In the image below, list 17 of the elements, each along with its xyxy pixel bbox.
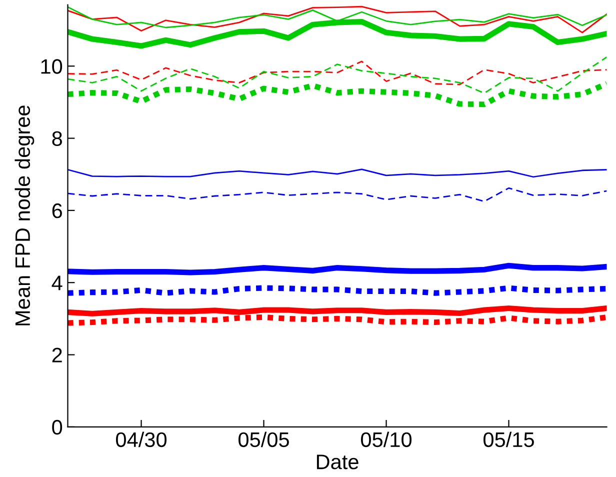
y-tick-label: 6: [52, 203, 62, 218]
x-tick-label: 05/05: [238, 432, 289, 448]
line-series: [68, 56, 607, 94]
y-tick-label: 4: [52, 276, 62, 290]
x-tick-label: 04/30: [116, 432, 167, 448]
line-series: [68, 187, 607, 202]
x-axis-title: Date: [316, 454, 358, 470]
y-tick-label: 8: [52, 131, 62, 146]
y-axis-title: Mean FPD node degree: [14, 106, 34, 326]
line-series: [68, 6, 607, 34]
line-series: [68, 60, 607, 86]
y-tick-label: 0: [52, 420, 62, 435]
x-tick-label: 05/15: [484, 432, 534, 448]
x-tick-label: 05/10: [361, 432, 412, 448]
y-tick-label: 2: [52, 348, 62, 362]
line-series: [68, 168, 607, 178]
y-tick-label: 10: [41, 59, 62, 74]
